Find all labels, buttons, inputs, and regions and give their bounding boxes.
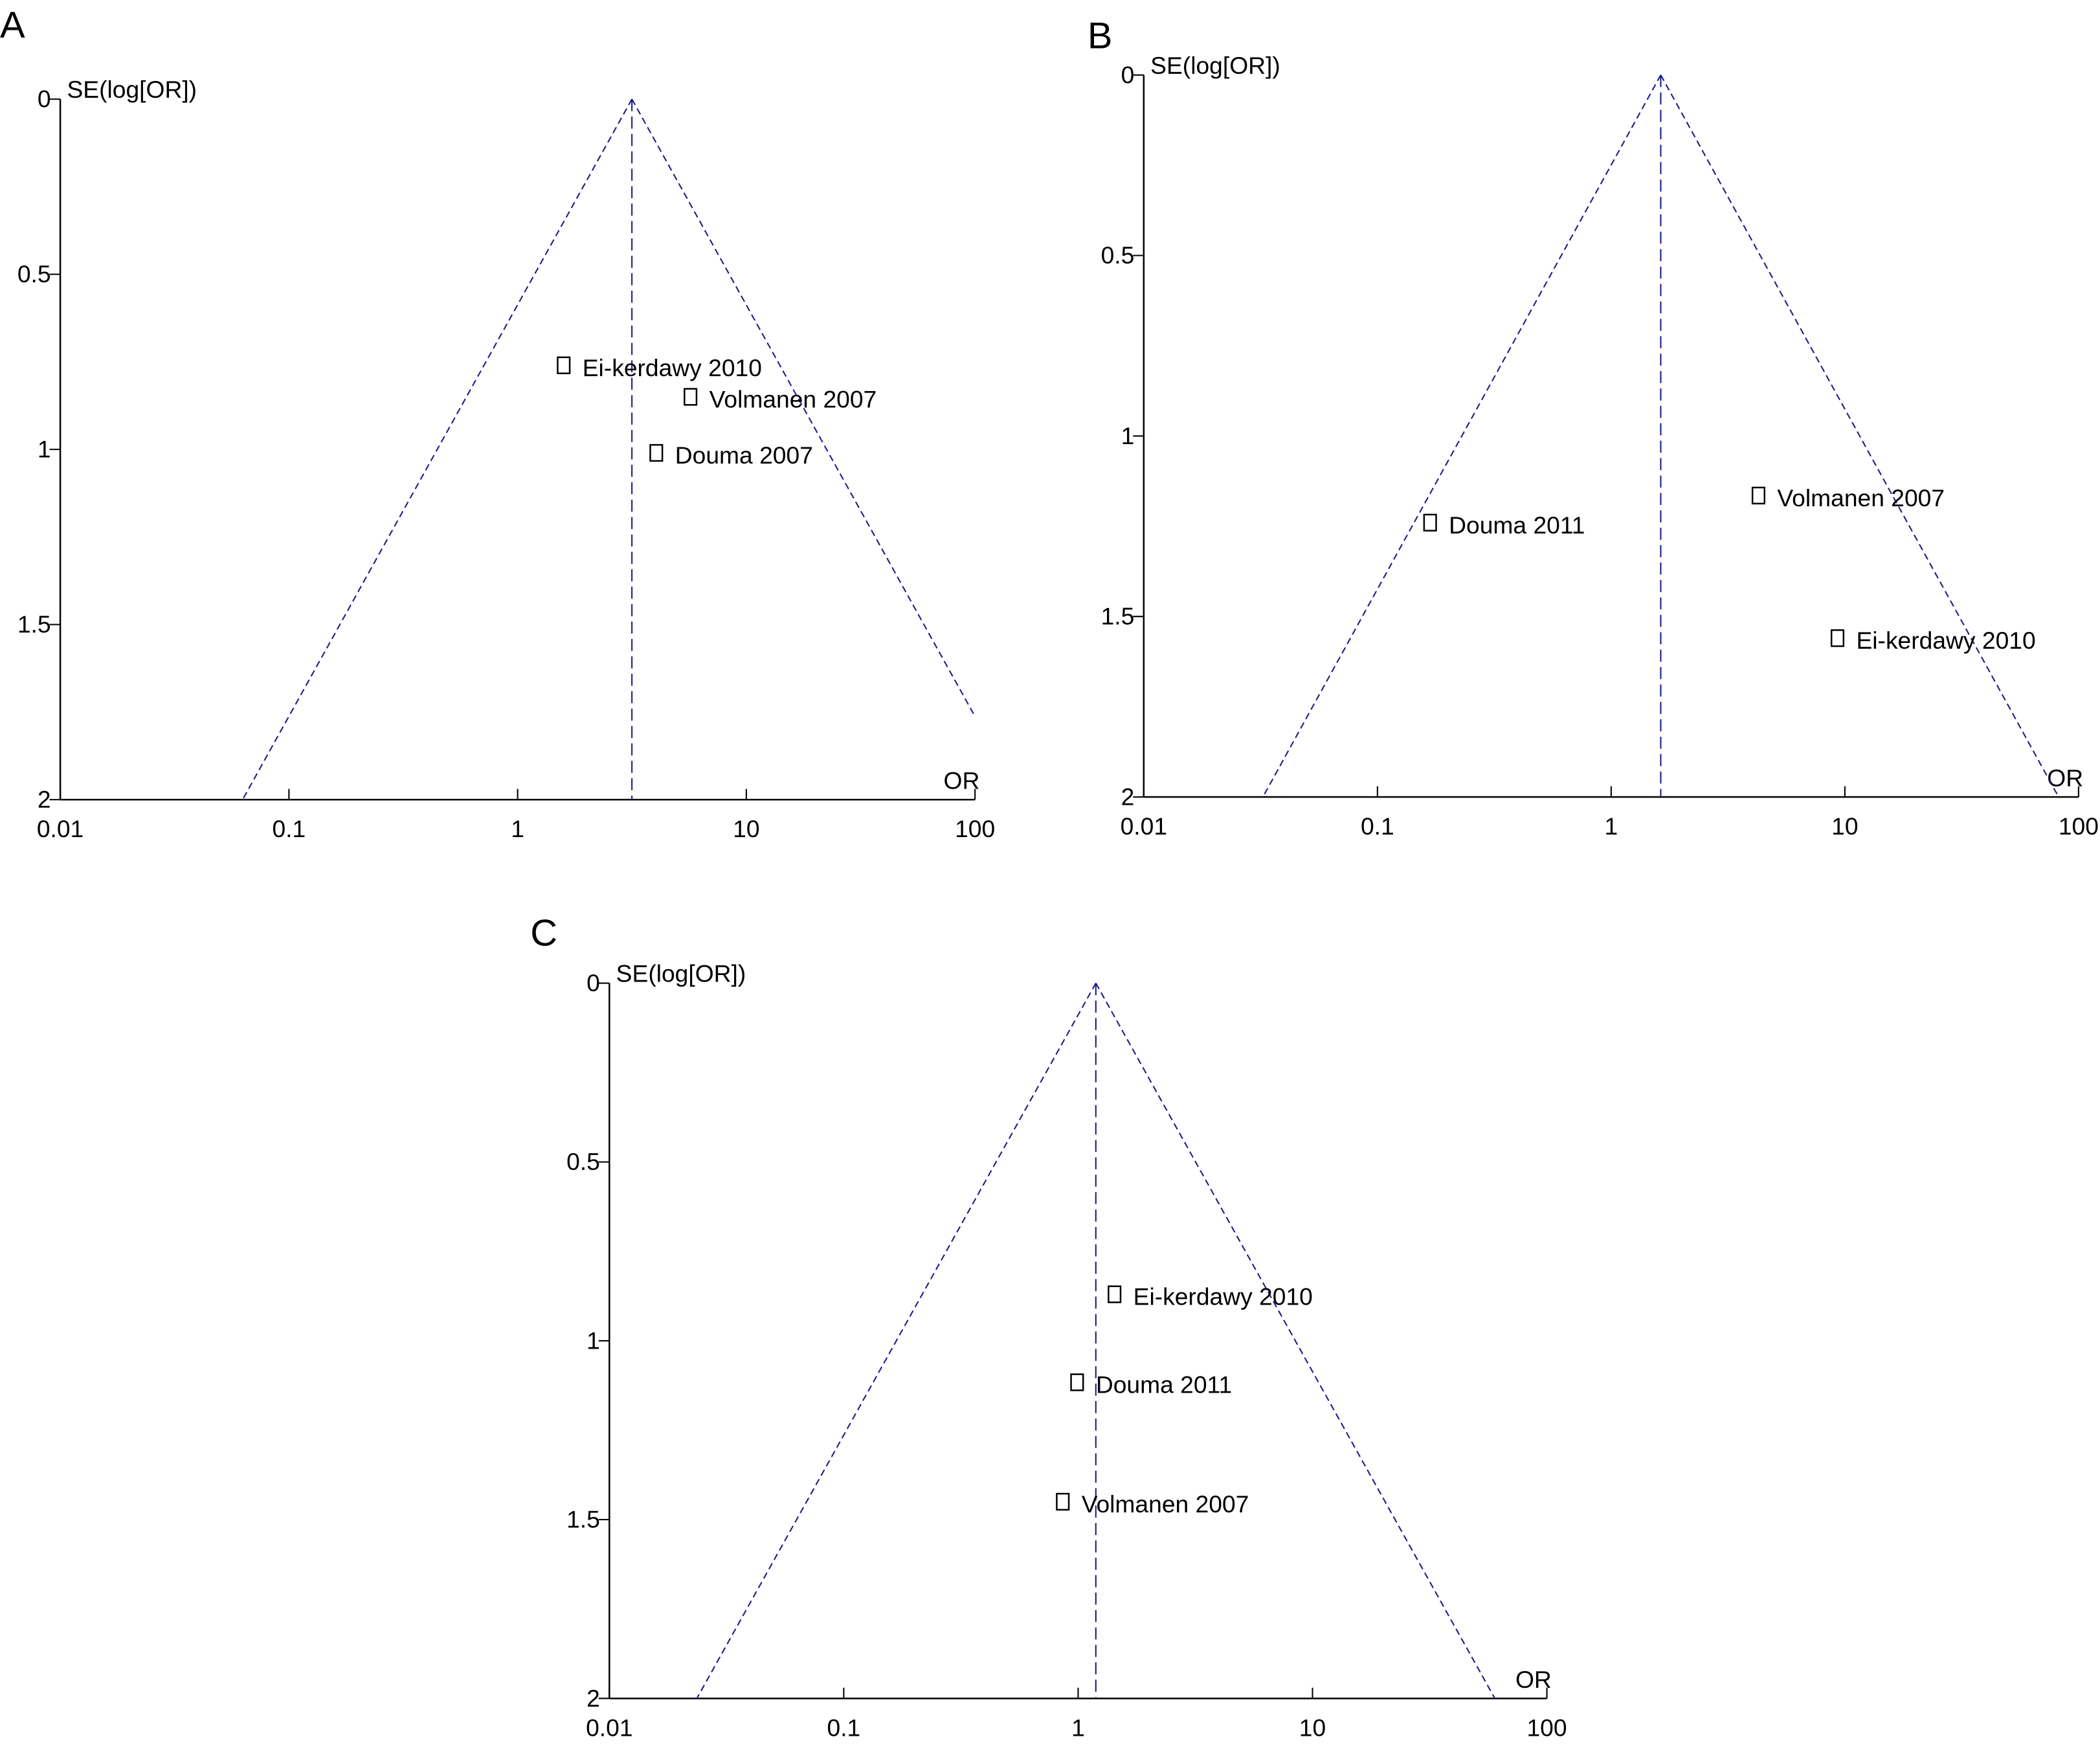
study-label: Volmanen 2007	[1082, 1490, 1249, 1518]
y-axis-label: SE(log[OR])	[67, 76, 197, 103]
funnel-right-limit	[1095, 983, 1496, 1699]
x-tick-label: 1	[1071, 1714, 1085, 1741]
study-label: Douma 2007	[675, 442, 813, 469]
y-tick-label: 0.5	[1101, 241, 1135, 269]
y-tick-label: 2	[586, 1685, 600, 1712]
y-tick-label: 0.5	[17, 260, 51, 287]
study-marker	[1751, 486, 1766, 505]
panel-a: A 0 0.5 1 1.5 20.01 0.1 1 10 100 SE(log[OR]) OR Ei-k…	[0, 5, 995, 842]
x-axis-label: OR	[2047, 764, 2083, 791]
panel-letter: B	[1088, 15, 1113, 56]
y-tick-label: 1	[1121, 422, 1135, 449]
x-tick-label: 10	[1831, 813, 1858, 840]
study-marker	[649, 443, 664, 462]
study-label: Ei-kerdawy 2010	[1134, 1283, 1313, 1310]
x-axis-label: OR	[944, 767, 980, 794]
study-marker	[1830, 629, 1845, 647]
y-tick-label: 2	[1121, 783, 1135, 810]
study-label: Volmanen 2007	[1777, 484, 1945, 511]
y-tick-label: 1	[586, 1327, 600, 1354]
y-axis-label: SE(log[OR])	[616, 959, 746, 987]
x-tick-label: 10	[1299, 1714, 1326, 1741]
x-tick-label: 0.1	[1361, 813, 1394, 840]
panel-b: B0 0.5 1 1.5 2 0.01 0.1 1 10 100 SE(log[OR]) OR Doum…	[1088, 15, 2099, 839]
study-marker	[1108, 1285, 1122, 1303]
funnel-left-limit	[696, 983, 1097, 1699]
x-axis-label: OR	[1515, 1666, 1552, 1693]
funnel-left-limit	[241, 98, 633, 800]
funnel-right-limit	[1660, 74, 2059, 798]
x-tick-label: 0.1	[827, 1714, 861, 1741]
study-label: Ei-kerdawy 2010	[583, 354, 762, 381]
x-tick-label: 0.01	[586, 1714, 632, 1741]
study-label: Douma 2011	[1449, 511, 1585, 539]
y-tick-label: 1.5	[1101, 603, 1135, 630]
y-tick-label: 1.5	[566, 1506, 600, 1533]
x-tick-label: 0.01	[37, 815, 84, 842]
y-tick-label: 0.5	[566, 1148, 600, 1175]
y-tick-label: 0	[1121, 61, 1135, 88]
x-tick-label: 0.1	[272, 815, 306, 842]
study-label: Douma 2011	[1096, 1371, 1232, 1398]
x-tick-label: 100	[955, 815, 995, 842]
x-tick-label: 1	[1605, 813, 1618, 840]
y-tick-label: 1.5	[17, 611, 51, 638]
panel-c: C 0 0.5 1 1.5 20.01 0.1 1 10 100 SE(log[OR]) OR Ei-k…	[530, 913, 1567, 1742]
x-tick-label: 1	[511, 815, 524, 842]
panel-letter: C	[530, 913, 557, 954]
study-marker	[684, 388, 698, 406]
x-tick-label: 100	[2059, 813, 2099, 840]
x-tick-label: 0.01	[1121, 813, 1167, 840]
panel-letter: A	[0, 5, 25, 46]
y-tick-label: 0	[586, 969, 600, 996]
x-tick-label: 100	[1526, 1714, 1567, 1741]
study-marker	[1423, 513, 1437, 532]
y-tick-label: 1	[38, 436, 51, 463]
y-axis-label: SE(log[OR])	[1150, 52, 1280, 79]
study-label: Volmanen 2007	[709, 386, 877, 413]
study-label: Ei-kerdawy 2010	[1856, 627, 2035, 654]
y-tick-label: 2	[38, 786, 51, 813]
funnel-left-limit	[1262, 74, 1662, 798]
study-marker	[557, 356, 571, 374]
study-marker	[1056, 1492, 1070, 1511]
study-marker	[1070, 1373, 1084, 1391]
x-tick-label: 10	[733, 815, 759, 842]
y-tick-label: 0	[38, 85, 51, 113]
